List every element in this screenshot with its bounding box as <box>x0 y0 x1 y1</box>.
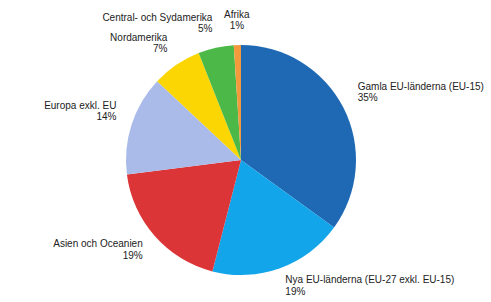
svg-text:Gamla EU-länderna (EU-15)35%: Gamla EU-länderna (EU-15)35% <box>358 81 483 103</box>
svg-text:Central- och Sydamerika5%: Central- och Sydamerika5% <box>102 12 212 34</box>
svg-text:Asien och Oceanien19%: Asien och Oceanien19% <box>53 238 143 261</box>
svg-text:Nordamerika7%: Nordamerika7% <box>110 32 168 54</box>
svg-text:Afrika1%: Afrika1% <box>224 9 250 31</box>
svg-text:Europa exkl. EU14%: Europa exkl. EU14% <box>44 100 116 122</box>
svg-text:Nya EU-länderna (EU-27 exkl. E: Nya EU-länderna (EU-27 exkl. EU-15)19% <box>285 274 454 297</box>
